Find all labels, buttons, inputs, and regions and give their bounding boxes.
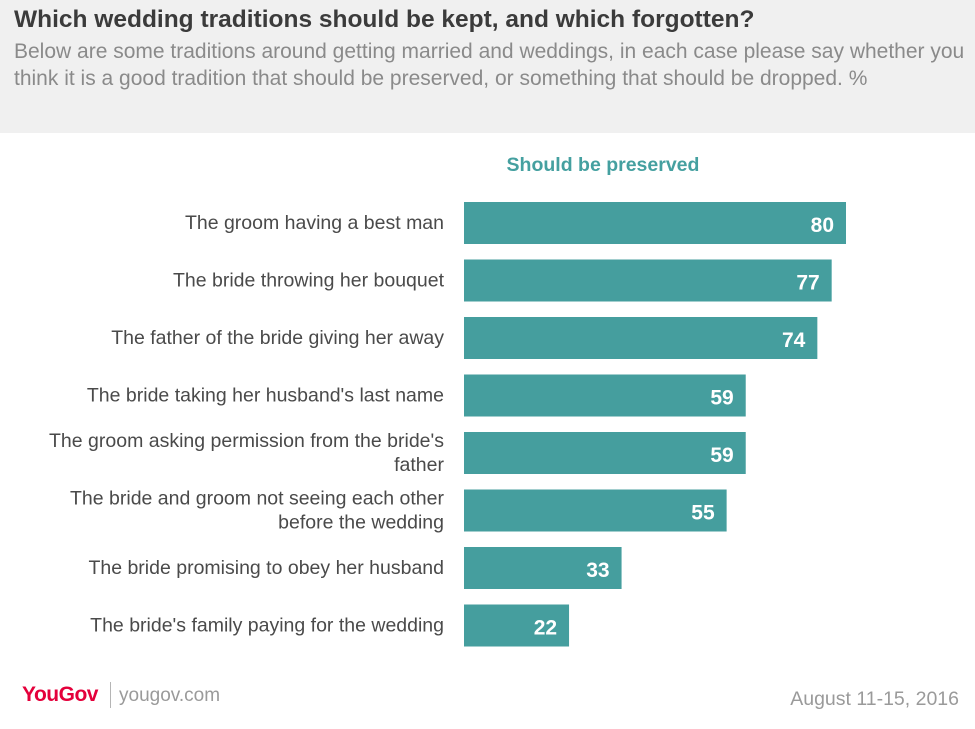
bar bbox=[464, 489, 727, 532]
footer-site-link[interactable]: yougov.com bbox=[119, 685, 221, 706]
category-label: The bride throwing her bouquet bbox=[173, 270, 445, 292]
survey-date: August 11-15, 2016 bbox=[790, 688, 959, 710]
bar bbox=[464, 259, 832, 302]
bar bbox=[464, 317, 818, 359]
category-label: The groom having a best man bbox=[185, 212, 444, 234]
category-label: The bride's family paying for the weddin… bbox=[90, 615, 444, 637]
bar bbox=[464, 432, 746, 474]
bar-value-label: 22 bbox=[534, 617, 557, 640]
series-label: Should be preserved bbox=[506, 154, 700, 176]
bar bbox=[464, 604, 570, 647]
bar-value-label: 33 bbox=[586, 559, 609, 582]
category-label: The bride and groom not seeing each othe… bbox=[70, 488, 445, 534]
bar bbox=[464, 202, 846, 244]
bar bbox=[464, 547, 622, 589]
bar-value-label: 59 bbox=[710, 444, 733, 467]
bar-value-label: 80 bbox=[811, 214, 834, 237]
footer-divider bbox=[110, 682, 111, 708]
bar-value-label: 74 bbox=[782, 329, 806, 352]
bar-value-label: 77 bbox=[796, 272, 819, 295]
category-label: The groom asking permission from the bri… bbox=[49, 430, 444, 476]
chart-subtitle: Below are some traditions around getting… bbox=[14, 40, 965, 90]
category-label: The bride promising to obey her husband bbox=[88, 557, 444, 579]
category-label: The father of the bride giving her away bbox=[111, 327, 444, 349]
yougov-logo: YouGov bbox=[22, 683, 98, 706]
chart-header: Which wedding traditions should be kept,… bbox=[0, 0, 975, 133]
category-label: The bride taking her husband's last name bbox=[87, 385, 444, 407]
bar bbox=[464, 374, 746, 417]
chart-title: Which wedding traditions should be kept,… bbox=[14, 6, 755, 33]
bar-value-label: 55 bbox=[691, 502, 715, 525]
bar-value-label: 59 bbox=[710, 387, 733, 410]
